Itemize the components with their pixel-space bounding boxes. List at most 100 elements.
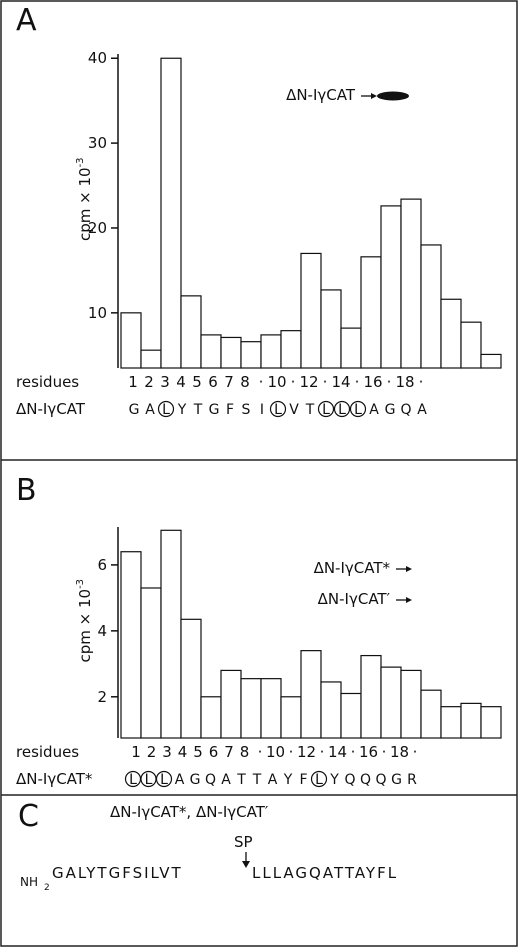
y-label-exponent: -3	[75, 157, 86, 167]
sequence-label: ΔN-IγCAT	[16, 400, 86, 418]
bar	[381, 667, 401, 738]
x-tick-label: ·	[258, 743, 263, 761]
bar	[281, 331, 301, 368]
arrow-head	[406, 597, 412, 603]
y-axis-label: cpm × 10-3	[75, 157, 94, 241]
x-tick-label: 3	[160, 373, 170, 391]
residue: Q	[360, 772, 371, 788]
x-tick-label: ·	[291, 373, 296, 391]
y-label-text: cpm × 10	[76, 589, 94, 663]
x-tick-label: ·	[289, 743, 294, 761]
panel-title: ΔN-IγCAT*, ΔN-IγCAT′	[110, 803, 269, 821]
y-tick-label: 30	[88, 134, 107, 152]
bar	[241, 342, 261, 368]
sequence-right: LLLAGQATTAYFL	[252, 864, 398, 882]
arrow-head	[371, 93, 377, 99]
arrow-head	[242, 861, 250, 868]
x-axis-label: residues	[16, 373, 79, 391]
panel-label: B	[16, 473, 37, 508]
residue: A	[221, 772, 231, 788]
x-tick-label: 18	[395, 373, 414, 391]
figure: C ΔN-IγCAT*, ΔN-IγCAT′ SP NH 2 GALYTGFSI…	[0, 0, 518, 947]
bar	[341, 693, 361, 738]
bar	[161, 530, 181, 738]
x-tick-label: 18	[390, 743, 409, 761]
y-label-exponent: -3	[75, 579, 86, 589]
y-tick-label: 2	[97, 688, 107, 706]
y-tick-label: 6	[97, 556, 107, 574]
residue: Q	[375, 772, 386, 788]
residue: A	[417, 402, 427, 418]
x-tick-label: 1	[131, 743, 141, 761]
residue: A	[145, 402, 155, 418]
residue: V	[289, 402, 299, 418]
annotation: ΔN-IγCAT′	[318, 590, 391, 608]
annotation: ΔN-IγCAT*	[314, 559, 391, 577]
residue: A	[369, 402, 379, 418]
residue: G	[391, 772, 402, 788]
x-tick-label: ·	[351, 743, 356, 761]
bar	[441, 707, 461, 738]
x-tick-label: 2	[147, 743, 157, 761]
residue: Q	[205, 772, 216, 788]
y-tick-label: 4	[97, 622, 107, 640]
residue: T	[305, 402, 315, 418]
x-tick-label: ·	[413, 743, 418, 761]
x-tick-label: ·	[320, 743, 325, 761]
x-tick-label: 7	[224, 373, 234, 391]
x-tick-label: 8	[240, 743, 250, 761]
bar	[241, 679, 261, 738]
bar	[301, 651, 321, 738]
x-tick-label: 12	[299, 373, 318, 391]
y-tick-label: 10	[88, 304, 107, 322]
residue: G	[190, 772, 201, 788]
x-tick-label: 2	[144, 373, 154, 391]
y-axis-label: cpm × 10-3	[75, 579, 94, 663]
bar	[181, 619, 201, 738]
bar	[481, 707, 501, 738]
x-tick-label: 5	[193, 743, 203, 761]
bar	[261, 679, 281, 738]
x-tick-label: 16	[363, 373, 382, 391]
residue: T	[252, 772, 262, 788]
panel-label: C	[18, 799, 39, 834]
bar	[341, 328, 361, 368]
bar	[121, 552, 141, 738]
bar	[401, 670, 421, 738]
residue: F	[299, 772, 307, 788]
x-tick-label: 6	[208, 373, 218, 391]
bar	[141, 350, 161, 368]
bar	[221, 670, 241, 738]
x-tick-label: 8	[240, 373, 250, 391]
x-tick-label: 4	[176, 373, 186, 391]
arrow-head	[406, 566, 412, 572]
nh-label: NH	[20, 875, 38, 889]
residue: Y	[177, 402, 187, 418]
bar	[401, 199, 421, 368]
sequence-left: GALYTGFSILVT	[52, 864, 183, 882]
bar	[121, 313, 141, 368]
x-tick-label: 4	[178, 743, 188, 761]
bar	[141, 588, 161, 738]
residue: S	[242, 402, 251, 418]
bar	[381, 206, 401, 368]
bar	[161, 58, 181, 368]
x-tick-label: 10	[266, 743, 285, 761]
bar	[261, 335, 281, 368]
x-tick-label: ·	[323, 373, 328, 391]
residue: A	[175, 772, 185, 788]
x-axis-label: residues	[16, 743, 79, 761]
bar	[421, 690, 441, 738]
residue: I	[260, 402, 264, 418]
nh-subscript: 2	[44, 883, 50, 893]
cleavage-site: SP	[234, 833, 253, 851]
residue: Y	[283, 772, 293, 788]
x-tick-label: 14	[331, 373, 350, 391]
x-tick-label: 1	[128, 373, 138, 391]
bar	[421, 245, 441, 368]
x-tick-label: ·	[419, 373, 424, 391]
bar	[461, 322, 481, 368]
x-tick-label: 12	[297, 743, 316, 761]
residue: F	[226, 402, 234, 418]
residue: Y	[329, 772, 339, 788]
